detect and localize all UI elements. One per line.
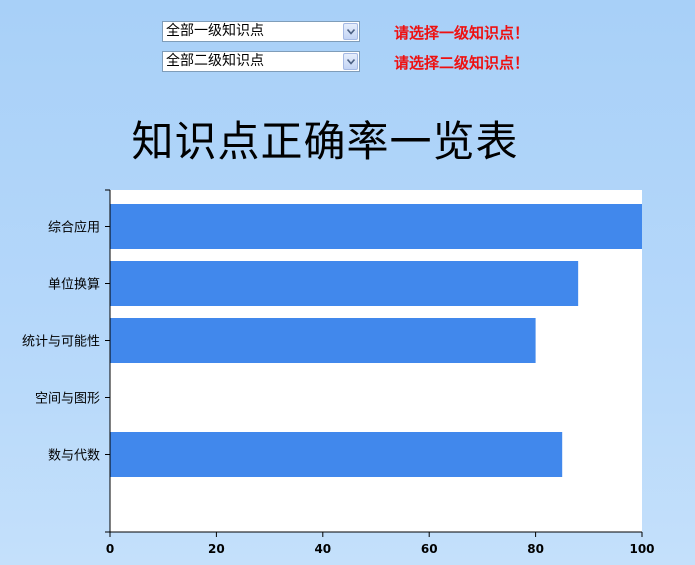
category-label: 空间与图形 xyxy=(35,392,100,407)
category-label: 统计与可能性 xyxy=(22,335,100,350)
level2-select-value: 全部二级知识点 xyxy=(166,53,264,69)
bar xyxy=(110,204,642,249)
chevron-down-icon[interactable] xyxy=(343,53,358,70)
level1-warning-text: 请选择一级知识点！ xyxy=(394,24,530,42)
level2-knowledge-select[interactable]: 全部二级知识点 xyxy=(162,51,360,72)
category-label: 数与代数 xyxy=(48,449,100,464)
x-tick-label: 80 xyxy=(527,542,544,556)
x-tick-label: 60 xyxy=(421,542,438,556)
x-tick-label: 20 xyxy=(208,542,225,556)
category-label: 单位换算 xyxy=(48,278,100,293)
category-label: 综合应用 xyxy=(48,220,100,236)
level1-select-value: 全部一级知识点 xyxy=(166,23,264,39)
bar xyxy=(110,318,536,363)
chevron-down-icon[interactable] xyxy=(343,23,358,40)
x-tick-label: 40 xyxy=(314,542,331,556)
x-tick-label: 100 xyxy=(629,542,654,556)
level1-knowledge-select[interactable]: 全部一级知识点 xyxy=(162,21,360,42)
chart-title: 知识点正确率一览表 xyxy=(131,117,519,166)
level2-warning-text: 请选择二级知识点！ xyxy=(394,54,530,72)
x-tick-label: 0 xyxy=(106,542,114,556)
bar xyxy=(110,261,579,306)
bar xyxy=(110,432,563,477)
